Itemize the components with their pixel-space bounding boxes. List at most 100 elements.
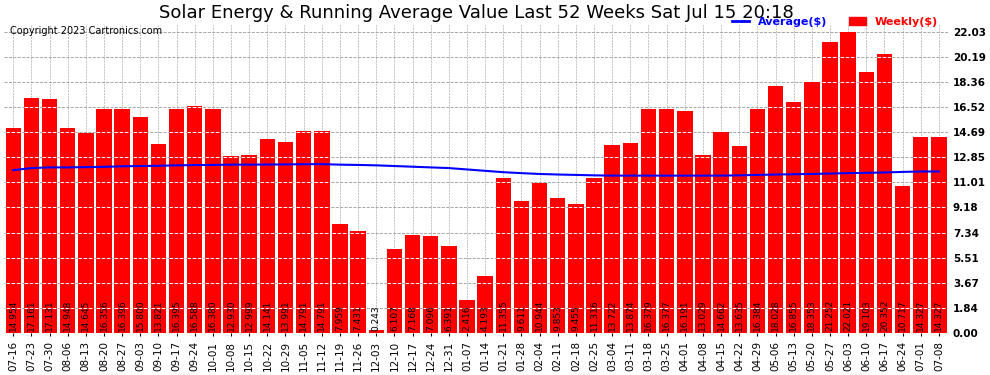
Bar bbox=[877, 54, 892, 333]
Bar bbox=[586, 178, 602, 333]
Bar bbox=[78, 133, 94, 333]
Bar bbox=[387, 249, 402, 333]
Text: 13.722: 13.722 bbox=[608, 300, 617, 331]
Bar bbox=[60, 128, 75, 333]
Bar bbox=[133, 117, 148, 333]
Bar bbox=[96, 109, 112, 333]
Text: 16.377: 16.377 bbox=[662, 299, 671, 331]
Text: 16.396: 16.396 bbox=[118, 299, 127, 331]
Text: 15.800: 15.800 bbox=[136, 299, 145, 331]
Text: 13.029: 13.029 bbox=[699, 299, 708, 331]
Bar bbox=[804, 82, 820, 333]
Bar bbox=[768, 86, 783, 333]
Bar bbox=[677, 111, 693, 333]
Bar bbox=[623, 143, 639, 333]
Bar bbox=[514, 201, 530, 333]
Text: 12.999: 12.999 bbox=[245, 299, 253, 331]
Bar bbox=[823, 42, 838, 333]
Bar bbox=[749, 109, 765, 333]
Title: Solar Energy & Running Average Value Last 52 Weeks Sat Jul 15 20:18: Solar Energy & Running Average Value Las… bbox=[158, 4, 793, 22]
Bar bbox=[224, 156, 239, 333]
Text: 7.096: 7.096 bbox=[426, 305, 436, 331]
Bar bbox=[169, 109, 184, 333]
Text: 16.191: 16.191 bbox=[680, 299, 689, 331]
Bar bbox=[550, 198, 565, 333]
Bar bbox=[42, 99, 57, 333]
Bar bbox=[913, 137, 929, 333]
Bar bbox=[641, 109, 656, 333]
Text: 16.379: 16.379 bbox=[644, 299, 653, 331]
Text: 7.959: 7.959 bbox=[336, 305, 345, 331]
Text: 16.395: 16.395 bbox=[172, 299, 181, 331]
Text: 13.635: 13.635 bbox=[735, 299, 743, 331]
Bar bbox=[187, 106, 203, 333]
Text: 9.853: 9.853 bbox=[553, 305, 562, 331]
Text: 14.791: 14.791 bbox=[299, 299, 308, 331]
Bar bbox=[532, 183, 547, 333]
Text: 16.380: 16.380 bbox=[208, 299, 218, 331]
Bar bbox=[605, 145, 620, 333]
Text: 14.327: 14.327 bbox=[935, 300, 943, 331]
Bar bbox=[841, 32, 856, 333]
Bar bbox=[350, 231, 366, 333]
Text: 18.028: 18.028 bbox=[771, 299, 780, 331]
Text: 18.353: 18.353 bbox=[808, 299, 817, 331]
Bar bbox=[150, 144, 166, 333]
Text: 4.193: 4.193 bbox=[480, 305, 490, 331]
Text: 14.948: 14.948 bbox=[63, 300, 72, 331]
Bar bbox=[496, 178, 511, 333]
Text: 10.944: 10.944 bbox=[535, 300, 544, 331]
Bar bbox=[115, 109, 130, 333]
Text: 14.327: 14.327 bbox=[917, 300, 926, 331]
Bar bbox=[6, 128, 21, 333]
Bar bbox=[895, 186, 911, 333]
Bar bbox=[568, 204, 584, 333]
Text: 7.168: 7.168 bbox=[408, 305, 417, 331]
Text: 14.791: 14.791 bbox=[317, 299, 327, 331]
Text: 6.107: 6.107 bbox=[390, 305, 399, 331]
Text: 10.717: 10.717 bbox=[898, 299, 907, 331]
Text: Copyright 2023 Cartronics.com: Copyright 2023 Cartronics.com bbox=[10, 26, 162, 36]
Text: 17.131: 17.131 bbox=[45, 299, 54, 331]
Text: 21.252: 21.252 bbox=[826, 300, 835, 331]
Text: 9.455: 9.455 bbox=[571, 305, 580, 331]
Bar bbox=[24, 98, 40, 333]
Legend: Average($), Weekly($): Average($), Weekly($) bbox=[728, 12, 942, 31]
Text: 12.930: 12.930 bbox=[227, 299, 236, 331]
Bar bbox=[786, 102, 802, 333]
Text: 9.611: 9.611 bbox=[517, 305, 526, 331]
Text: 11.355: 11.355 bbox=[499, 299, 508, 331]
Bar bbox=[205, 109, 221, 333]
Text: 14.141: 14.141 bbox=[262, 300, 272, 331]
Bar bbox=[259, 140, 275, 333]
Text: 2.416: 2.416 bbox=[462, 305, 471, 331]
Bar bbox=[932, 137, 946, 333]
Bar bbox=[858, 72, 874, 333]
Bar bbox=[732, 146, 747, 333]
Text: 16.855: 16.855 bbox=[789, 299, 798, 331]
Bar bbox=[714, 132, 729, 333]
Text: 14.662: 14.662 bbox=[717, 300, 726, 331]
Bar bbox=[459, 300, 475, 333]
Text: 13.821: 13.821 bbox=[153, 299, 163, 331]
Text: 6.391: 6.391 bbox=[445, 305, 453, 331]
Text: 13.874: 13.874 bbox=[626, 299, 635, 331]
Text: 13.991: 13.991 bbox=[281, 299, 290, 331]
Text: 20.352: 20.352 bbox=[880, 300, 889, 331]
Text: 14.954: 14.954 bbox=[9, 300, 18, 331]
Bar bbox=[477, 276, 493, 333]
Bar bbox=[405, 235, 421, 333]
Text: 16.356: 16.356 bbox=[99, 299, 109, 331]
Text: 11.316: 11.316 bbox=[590, 299, 599, 331]
Text: 16.588: 16.588 bbox=[190, 299, 199, 331]
Bar bbox=[659, 109, 674, 333]
Text: 22.021: 22.021 bbox=[843, 300, 852, 331]
Bar bbox=[368, 330, 384, 333]
Bar bbox=[242, 155, 257, 333]
Bar bbox=[442, 246, 456, 333]
Bar bbox=[333, 224, 347, 333]
Bar bbox=[695, 155, 711, 333]
Text: 7.431: 7.431 bbox=[353, 305, 362, 331]
Text: 16.384: 16.384 bbox=[753, 299, 762, 331]
Text: 17.161: 17.161 bbox=[27, 299, 36, 331]
